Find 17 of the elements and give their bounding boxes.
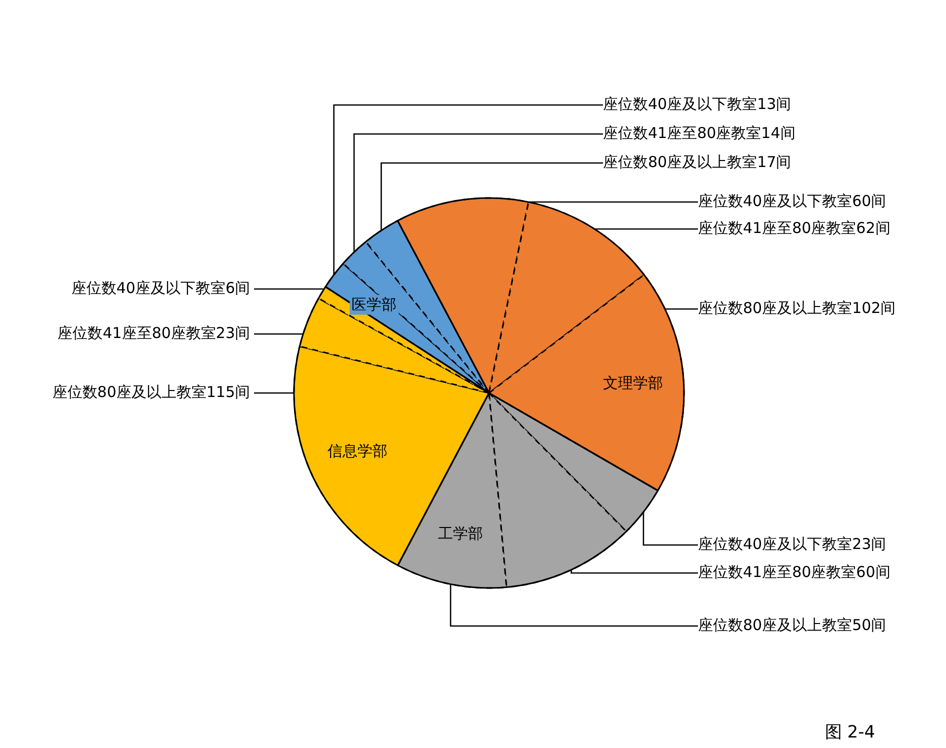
text: 信息学部: [327, 442, 388, 460]
slice-label: 座位数80座及以上教室17间: [603, 153, 792, 172]
slice-label: 座位数41座至80座教室62间: [698, 219, 890, 238]
slice-label: 座位数80座及以上教室102间: [698, 299, 896, 318]
text: 医学部: [352, 296, 397, 314]
slice-label: 座位数80座及以上教室50间: [698, 616, 886, 634]
slice-label: 座位数41座至80座教室60间: [698, 563, 890, 582]
caption: 图 2-4: [824, 722, 876, 743]
slice-label: 座位数40座及以下教室13间: [603, 95, 792, 114]
slice-label: 座位数40座及以下教室23间: [698, 535, 886, 554]
slice-label: 座位数41座至80座教室14间: [603, 124, 796, 142]
slice-label: 座位数40座及以下教室60间: [698, 192, 886, 210]
slice-label: 座位数40座及以下教室6间: [71, 279, 250, 298]
slice-label: 座位数80座及以上教室115间: [52, 383, 250, 402]
text: 文理学部: [603, 374, 664, 392]
text: 工学部: [438, 524, 484, 543]
slice-label: 座位数41座至80座教室23间: [58, 324, 250, 342]
